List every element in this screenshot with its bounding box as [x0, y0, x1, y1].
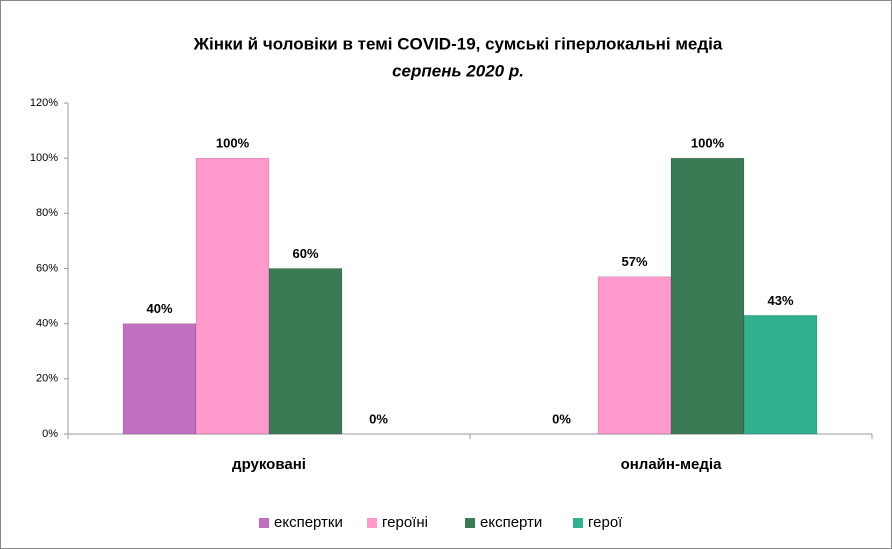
bar — [597, 276, 672, 435]
data-label: 0% — [552, 411, 571, 426]
chart-subtitle: серпень 2020 р. — [392, 61, 524, 80]
y-tick-label: 0% — [42, 428, 58, 440]
legend-swatch — [259, 518, 269, 528]
chart-title: Жінки й чоловіки в темі COVID-19, сумськ… — [193, 34, 723, 53]
y-tick-label: 20% — [36, 373, 58, 385]
data-label: 40% — [146, 301, 172, 316]
y-tick-label: 100% — [30, 152, 58, 164]
y-tick-label: 60% — [36, 262, 58, 274]
bar — [122, 323, 197, 435]
legend-label: експерти — [480, 514, 542, 531]
legend-label: герої — [588, 514, 623, 531]
legend-swatch — [573, 518, 583, 528]
y-tick-label: 40% — [36, 318, 58, 330]
legend-swatch — [465, 518, 475, 528]
bar — [743, 315, 818, 435]
data-label: 43% — [767, 293, 793, 308]
data-label: 57% — [621, 254, 647, 269]
legend-label: героїні — [382, 514, 428, 531]
y-tick-label: 80% — [36, 207, 58, 219]
legend-swatch — [367, 518, 377, 528]
x-tick-label: друковані — [232, 456, 306, 473]
data-label: 0% — [369, 411, 388, 426]
bar — [268, 268, 343, 435]
data-label: 60% — [292, 246, 318, 261]
data-label: 100% — [216, 136, 250, 151]
data-label: 100% — [691, 136, 725, 151]
legend-label: експертки — [274, 514, 343, 531]
y-tick-label: 120% — [30, 97, 58, 109]
bar — [670, 157, 745, 435]
x-tick-label: онлайн-медіа — [621, 456, 722, 473]
bar — [195, 157, 270, 435]
